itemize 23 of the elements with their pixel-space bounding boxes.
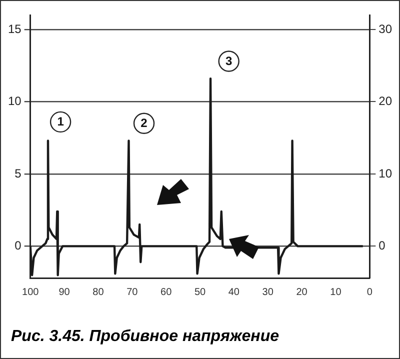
text: Рис. 3.45. Пробивное напряжение [11, 328, 279, 346]
y-tick-label: 5 [14, 166, 22, 180]
y-tick-label: 10 [8, 94, 22, 108]
x-tick-label: 20 [296, 286, 308, 298]
annotation: 2 [140, 116, 148, 130]
x-tick-label: 70 [126, 286, 138, 298]
y2-tick-label: 20 [378, 94, 392, 108]
y-tick-label: 0 [14, 238, 22, 253]
x-tick-label: 80 [92, 286, 104, 298]
x-tick-label: 100 [22, 286, 40, 298]
y2-tick-label: 10 [378, 166, 392, 180]
x-tick-label: 30 [262, 286, 274, 298]
x-tick-label: 60 [160, 286, 172, 298]
annotation: 1 [57, 114, 64, 129]
x-tick-label: 0 [366, 286, 373, 298]
y-tick-label: 15 [8, 22, 22, 36]
y2-tick-label: 30 [378, 22, 392, 36]
x-tick-label: 50 [194, 286, 206, 298]
annotation: 3 [225, 54, 232, 68]
y2-tick-label: 0 [378, 238, 386, 253]
x-tick-label: 90 [58, 286, 70, 298]
x-tick-label: 10 [330, 286, 342, 298]
x-tick-label: 40 [228, 286, 240, 298]
